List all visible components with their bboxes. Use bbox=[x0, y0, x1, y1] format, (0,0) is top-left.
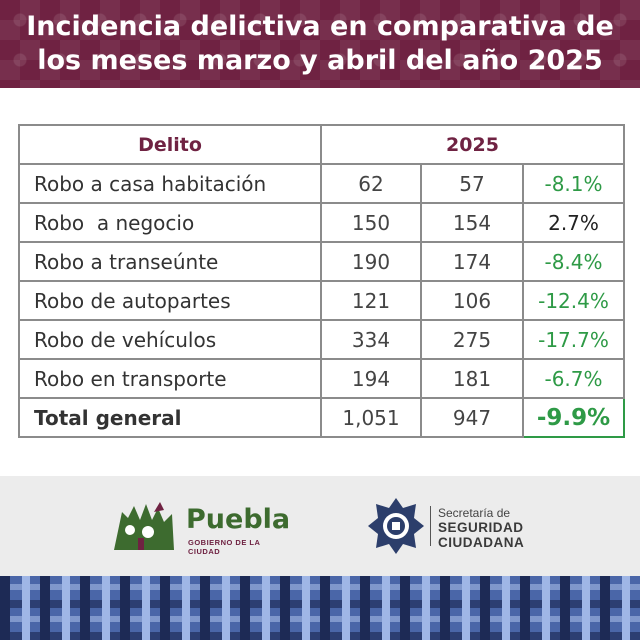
total-abril: 947 bbox=[420, 397, 524, 438]
page-title: Incidencia delictiva en comparativa de l… bbox=[26, 11, 614, 76]
ssc-line-3: CIUDADANA bbox=[438, 535, 525, 550]
title-banner: Incidencia delictiva en comparativa de l… bbox=[0, 0, 640, 88]
variation-value: -8.1% bbox=[522, 163, 625, 204]
value-abril: 154 bbox=[420, 202, 524, 243]
variation-value: -8.4% bbox=[522, 241, 625, 282]
value-abril: 181 bbox=[420, 358, 524, 399]
ssc-line-2: SEGURIDAD bbox=[438, 520, 524, 535]
puebla-emblem-icon bbox=[114, 502, 174, 550]
table-row: Robo de vehículos 334 275 -17.7% bbox=[18, 319, 625, 360]
header-delito: Delito bbox=[18, 124, 322, 165]
value-marzo: 62 bbox=[320, 163, 422, 204]
total-variation: -9.9% bbox=[522, 397, 625, 438]
row-label: Robo de autopartes bbox=[18, 280, 322, 321]
table-row: Robo de autopartes 121 106 -12.4% bbox=[18, 280, 625, 321]
ssc-line-1: Secretaría de bbox=[438, 506, 511, 520]
incidence-table: Delito 2025 Robo a casa habitación 62 57… bbox=[18, 124, 625, 438]
header-year: 2025 bbox=[320, 124, 625, 165]
row-label: Robo a negocio bbox=[18, 202, 322, 243]
value-marzo: 150 bbox=[320, 202, 422, 243]
value-abril: 275 bbox=[420, 319, 524, 360]
puebla-subtitle: GOBIERNO DE LA CIUDAD bbox=[188, 538, 261, 556]
value-abril: 57 bbox=[420, 163, 524, 204]
table-row: Robo a casa habitación 62 57 -8.1% bbox=[18, 163, 625, 204]
total-label: Total general bbox=[18, 397, 322, 438]
decorative-footer-pattern bbox=[0, 576, 640, 640]
puebla-logo: Puebla GOBIERNO DE LA CIUDAD bbox=[108, 498, 290, 556]
value-marzo: 334 bbox=[320, 319, 422, 360]
variation-value: -6.7% bbox=[522, 358, 625, 399]
row-label: Robo de vehículos bbox=[18, 319, 322, 360]
variation-value: -12.4% bbox=[522, 280, 625, 321]
value-abril: 174 bbox=[420, 241, 524, 282]
row-label: Robo a transeúnte bbox=[18, 241, 322, 282]
total-marzo: 1,051 bbox=[320, 397, 422, 438]
table-row: Robo en transporte 194 181 -6.7% bbox=[18, 358, 625, 399]
police-star-badge-icon bbox=[368, 498, 424, 554]
table-row: Robo a negocio 150 154 2.7% bbox=[18, 202, 625, 243]
row-label: Robo en transporte bbox=[18, 358, 322, 399]
variation-value: 2.7% bbox=[522, 202, 625, 243]
value-abril: 106 bbox=[420, 280, 524, 321]
row-label: Robo a casa habitación bbox=[18, 163, 322, 204]
logo-divider bbox=[430, 506, 431, 546]
logos-band: Puebla GOBIERNO DE LA CIUDAD Secretaría … bbox=[0, 476, 640, 576]
value-marzo: 121 bbox=[320, 280, 422, 321]
value-marzo: 190 bbox=[320, 241, 422, 282]
puebla-wordmark: Puebla bbox=[186, 504, 291, 535]
table-row: Robo a transeúnte 190 174 -8.4% bbox=[18, 241, 625, 282]
value-marzo: 194 bbox=[320, 358, 422, 399]
variation-value: -17.7% bbox=[522, 319, 625, 360]
table-header-row: Delito 2025 bbox=[18, 124, 625, 165]
total-row: Total general 1,051 947 -9.9% bbox=[18, 397, 625, 438]
ssc-logo: Secretaría de SEGURIDAD CIUDADANA bbox=[366, 496, 546, 560]
